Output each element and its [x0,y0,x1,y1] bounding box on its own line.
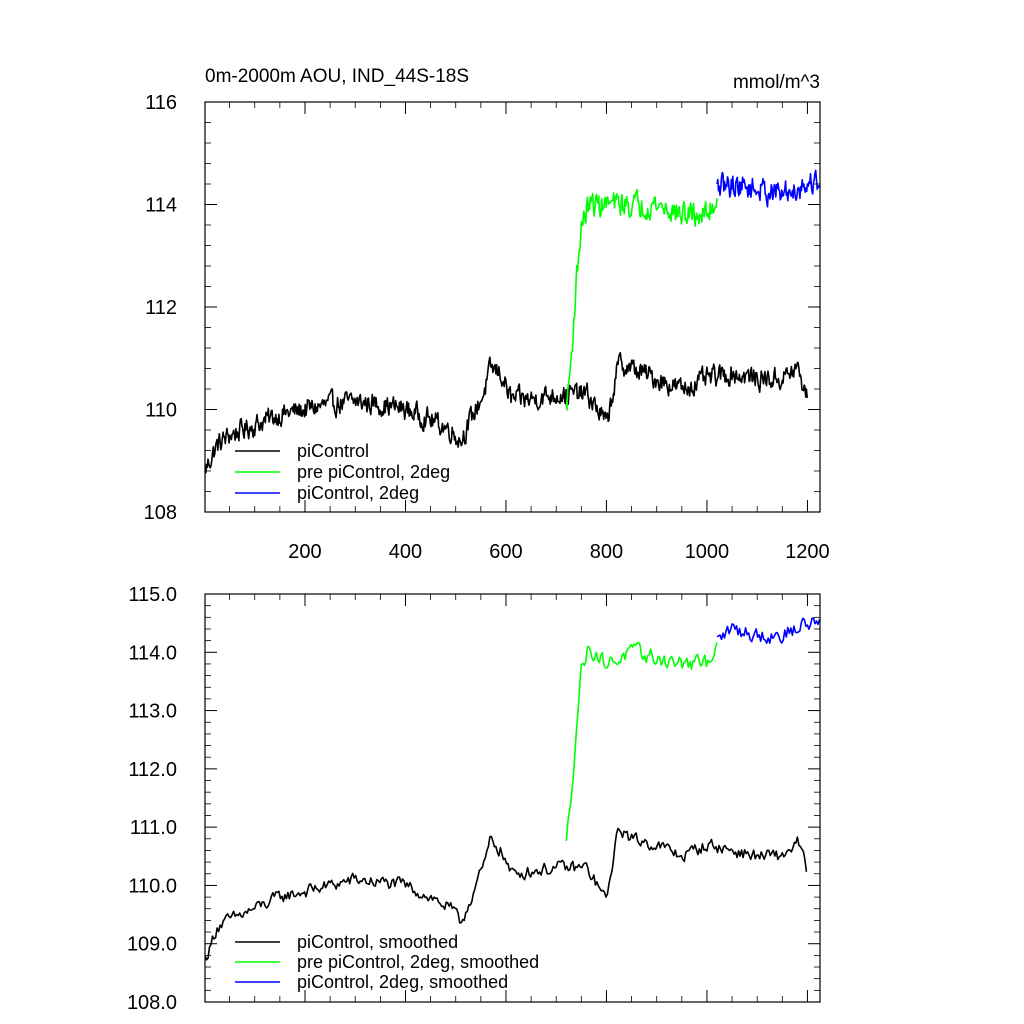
bottom-plot-frame [204,593,821,1003]
x-tick-label: 400 [389,541,422,563]
series-line-2 [716,617,820,644]
legend-label: pre piControl, 2deg [297,462,450,482]
series-line-1 [565,641,718,841]
y-tick-label: 114 [145,195,177,217]
units-label: mmol/m^3 [733,72,820,93]
chart-title: 0m-2000m AOU, IND_44S-18S [205,66,469,87]
legend-label: piControl, 2deg [297,483,419,503]
y-tick-label: 112.0 [128,759,177,781]
y-tick-label: 111.0 [130,817,177,839]
y-tick-label: 110.0 [128,875,177,897]
y-tick-label: 115.0 [128,584,177,606]
y-tick-label: 110 [145,400,177,422]
y-tick-label: 116 [145,92,177,114]
y-tick-label: 109.0 [127,934,177,956]
top-axes-ticks: 200 400 600 800 1000 1200 108 110 112 114 116 [144,92,830,563]
y-tick-label: 113.0 [128,701,177,723]
x-tick-label: 200 [288,541,321,563]
series-line-1 [565,188,718,411]
top-panel: 0m-2000m AOU, IND_44S-18S mmol/m^3 200 40… [144,66,830,563]
legend-label: piControl, 2deg, smoothed [297,972,508,992]
bottom-panel: 108.0 109.0 110.0 111.0 112.0 113.0 114.0 115.0… [127,584,821,1014]
x-tick-label: 1200 [785,541,830,563]
y-tick-label: 108 [144,502,177,524]
legend-label: pre piControl, 2deg, smoothed [297,952,539,972]
x-tick-label: 600 [489,541,522,563]
series-line-0 [205,351,808,474]
legend-label: piControl [297,441,369,461]
bottom-series-lines [205,617,820,961]
top-series-lines [205,169,820,474]
x-tick-label: 800 [590,541,623,563]
bottom-axes-ticks: 108.0 109.0 110.0 111.0 112.0 113.0 114.0 115.0 [127,584,820,1014]
x-tick-label: 1000 [685,541,730,563]
y-tick-label: 112 [145,297,177,319]
y-tick-label: 108.0 [127,992,177,1014]
y-tick-label: 114.0 [128,642,177,664]
series-line-2 [716,169,820,208]
legend-label: piControl, smoothed [297,932,458,952]
series-line-0 [205,827,808,961]
